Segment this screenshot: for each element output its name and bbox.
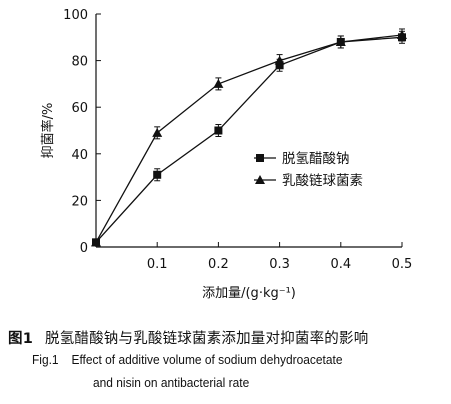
origin-label: 0 (80, 241, 88, 256)
data-point (91, 237, 101, 247)
x-axis-label: 添加量/(g·kg⁻¹) (202, 286, 296, 301)
caption-en-text-2: and nisin on antibacterial rate (93, 375, 250, 390)
data-point (214, 126, 223, 135)
caption-english-line-1: Fig.1 Effect of additive volume of sodium… (32, 352, 447, 367)
axes: 20 40 60 80 100 0 0.1 0.2 0.3 0.4 0.5 (63, 8, 412, 272)
caption-en-text-1: Effect of additive volume of sodium dehy… (71, 352, 343, 367)
caption-chinese: 图1 脱氢醋酸钠与乳酸链球菌素添加量对抑菌率的影响 (8, 327, 451, 348)
data-point (153, 170, 162, 179)
legend-marker (256, 154, 264, 162)
caption-zh-label: 图1 (8, 331, 33, 347)
caption-english-line-2: and nisin on antibacterial rate (93, 375, 451, 390)
data-point (335, 36, 346, 46)
series-sodium-dehydroacetate (92, 30, 406, 247)
series-layer (91, 28, 407, 247)
data-point (152, 127, 163, 137)
legend-label: 乳酸链球菌素 (282, 173, 363, 189)
series-nisin (91, 28, 407, 247)
y-tick-label: 40 (71, 148, 88, 163)
y-tick-label: 60 (71, 101, 88, 116)
x-tick-label: 0.3 (269, 257, 290, 272)
legend-label: 脱氢醋酸钠 (282, 151, 350, 167)
y-tick-label: 20 (71, 194, 88, 209)
x-tick-label: 0.1 (147, 257, 168, 272)
legend-marker (255, 175, 265, 184)
caption-en-label: Fig.1 (32, 352, 59, 367)
series-line (95, 34, 403, 243)
data-point (397, 29, 407, 39)
y-tick-label: 100 (63, 8, 88, 23)
y-axis-label: 抑菌率/% (40, 103, 56, 159)
x-tick-label: 0.2 (208, 257, 229, 272)
data-point (213, 78, 224, 88)
x-tick-label: 0.5 (392, 257, 413, 272)
data-point (274, 55, 285, 65)
axis-labels: 添加量/(g·kg⁻¹) 抑菌率/% (40, 103, 296, 301)
x-tick-label: 0.4 (330, 257, 351, 272)
y-tick-label: 80 (71, 55, 88, 70)
series-line (95, 36, 403, 243)
caption-zh-text: 脱氢醋酸钠与乳酸链球菌素添加量对抑菌率的影响 (45, 331, 369, 347)
